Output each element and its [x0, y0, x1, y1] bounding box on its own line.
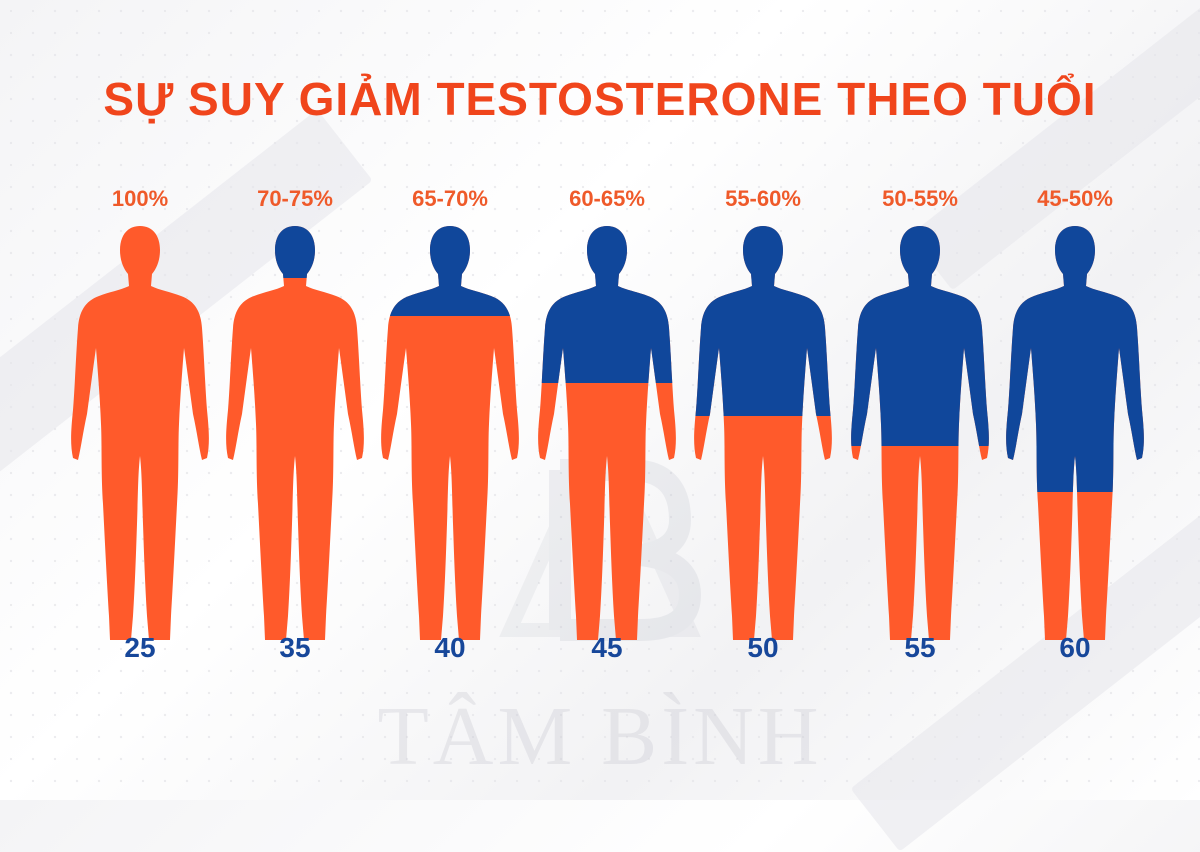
- age-label: 55: [904, 632, 936, 663]
- body-silhouette: [226, 226, 364, 640]
- age-label: 35: [279, 632, 311, 663]
- body-silhouette: [851, 226, 989, 640]
- percentage-label: 70-75%: [257, 186, 333, 211]
- testosterone-loss-fill: [1006, 226, 1144, 492]
- percentage-label: 45-50%: [1037, 186, 1113, 211]
- testosterone-loss-fill: [694, 226, 832, 416]
- figure-age-35: 70-75% 35: [220, 180, 370, 670]
- percentage-label: 100%: [111, 186, 169, 211]
- testosterone-level-fill: [226, 226, 364, 640]
- body-silhouette: [1006, 226, 1144, 640]
- watermark-brand: TÂM BÌNH: [377, 690, 823, 783]
- testosterone-loss-fill: [538, 226, 676, 383]
- age-label: 60: [1059, 632, 1091, 663]
- testosterone-loss-fill: [381, 226, 519, 316]
- age-label: 40: [434, 632, 466, 663]
- testosterone-level-fill: [71, 226, 209, 640]
- body-silhouette: [381, 226, 519, 640]
- figure-age-45: 60-65% 45: [532, 180, 682, 670]
- figure-age-25: 100% 25: [65, 180, 215, 670]
- figure-age-55: 50-55% 55: [845, 180, 995, 670]
- chart-title: SỰ SUY GIẢM TESTOSTERONE THEO TUỔI: [103, 73, 1097, 125]
- testosterone-loss-fill: [851, 226, 989, 446]
- age-label: 45: [591, 632, 623, 663]
- age-label: 25: [124, 632, 156, 663]
- figure-age-40: 65-70% 40: [375, 180, 525, 670]
- age-label: 50: [747, 632, 779, 663]
- body-silhouette: [71, 226, 209, 640]
- figure-age-50: 55-60% 50: [688, 180, 838, 670]
- percentage-label: 50-55%: [882, 186, 958, 211]
- percentage-label: 60-65%: [569, 186, 645, 211]
- body-silhouette: [538, 226, 676, 640]
- percentage-label: 65-70%: [412, 186, 488, 211]
- figure-age-60: 45-50% 60: [1000, 180, 1150, 670]
- percentage-label: 55-60%: [725, 186, 801, 211]
- testosterone-loss-fill: [226, 226, 364, 278]
- body-silhouette: [694, 226, 832, 640]
